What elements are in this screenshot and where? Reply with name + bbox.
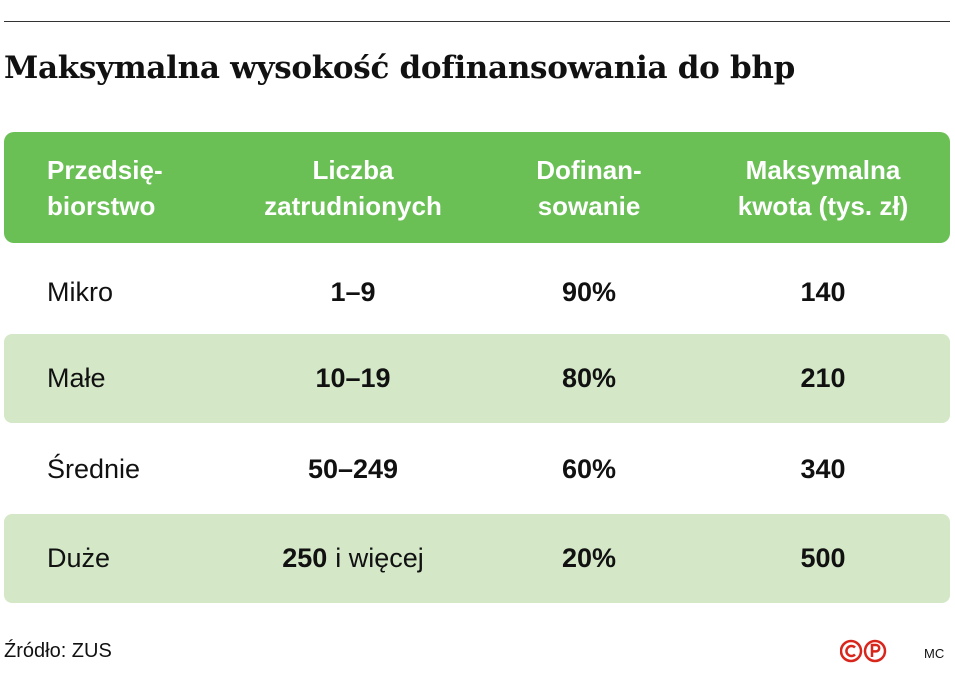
cell: 50–249 xyxy=(307,454,399,484)
table-row: Małe 10–19 80% 210 xyxy=(4,334,950,423)
source: Źródło: ZUS xyxy=(4,640,112,662)
cell: 20% xyxy=(561,543,617,573)
table-header: Przedsię- biorstwo Liczba zatrudnionych Do… xyxy=(4,132,950,243)
table-row: Mikro 1–9 90% 140 xyxy=(4,248,950,337)
row-label: Mikro xyxy=(47,277,113,307)
title: Maksymalna wysokość dofinansowania do bh… xyxy=(4,50,795,86)
row-label: Małe xyxy=(47,363,106,393)
cell: 210 xyxy=(800,363,846,393)
cell: 90% xyxy=(561,277,617,307)
row-label: Duże xyxy=(47,543,111,573)
cell-suffix: i więcej xyxy=(335,543,424,573)
cell: 340 xyxy=(800,454,846,484)
logo xyxy=(840,639,887,663)
header-cell: Przedsię- biorstwo xyxy=(47,154,163,221)
row-label: Średnie xyxy=(47,454,141,484)
author: MC xyxy=(924,646,945,661)
cell: 80% xyxy=(561,363,617,393)
cell: 10–19 xyxy=(315,363,391,393)
header-cell: Maksymalna kwota (tys. zł) xyxy=(737,154,909,221)
header-cell: Liczba zatrudnionych xyxy=(264,154,442,221)
header-cell: Dofinan- sowanie xyxy=(536,154,642,221)
cell: 250 i więcej xyxy=(233,514,473,603)
cell-number: 250 xyxy=(282,543,328,573)
table-row: Średnie 50–249 60% 340 xyxy=(4,425,950,514)
table-row: Duże 250 i więcej 20% 500 xyxy=(4,514,950,603)
cell: 60% xyxy=(561,454,617,484)
cell: 140 xyxy=(800,277,846,307)
cell: 1–9 xyxy=(330,277,376,307)
top-rule xyxy=(4,21,950,22)
cell: 500 xyxy=(800,543,846,573)
